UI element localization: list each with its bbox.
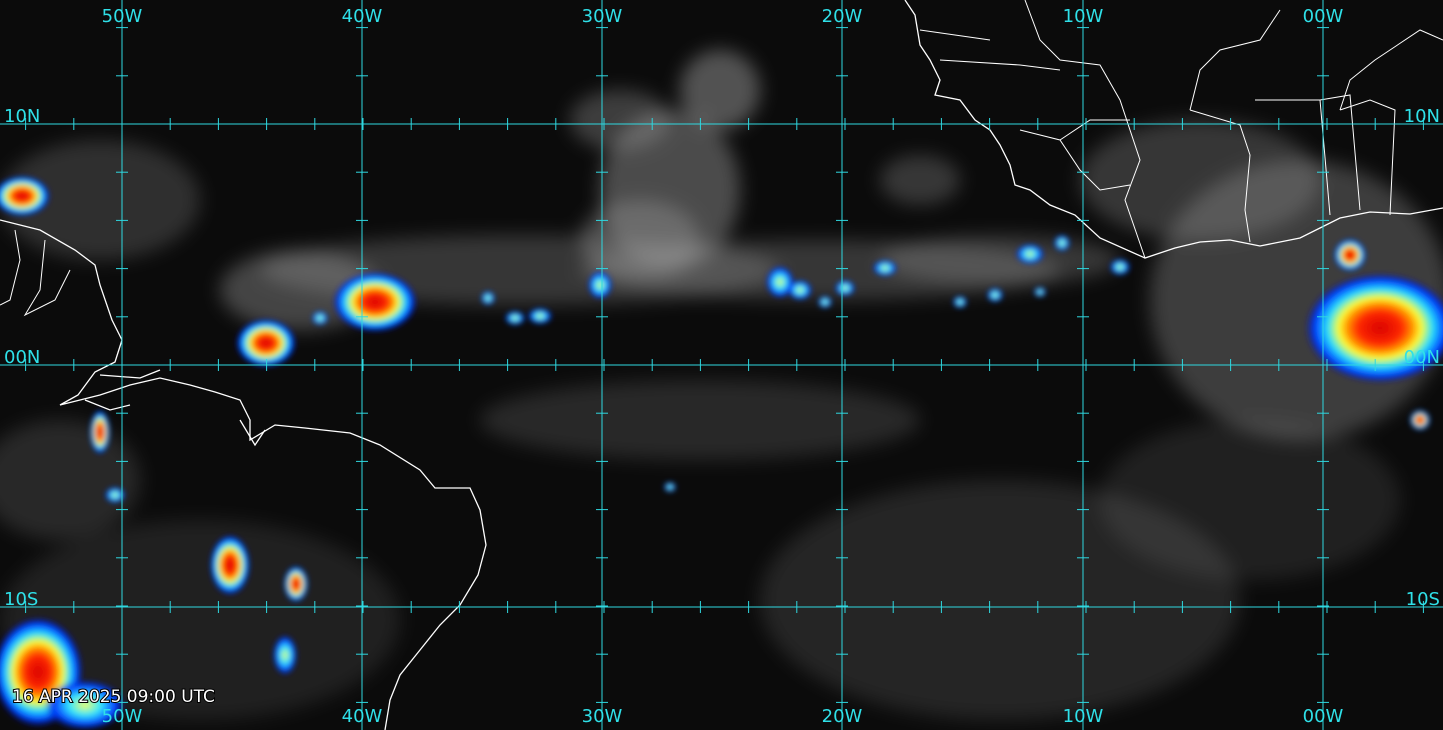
convective-cell bbox=[818, 296, 832, 308]
cloud bbox=[480, 380, 920, 460]
convective-cell bbox=[505, 311, 525, 325]
convective-cell bbox=[333, 272, 417, 332]
convective-cell bbox=[1334, 239, 1366, 271]
lon-label-top: 20W bbox=[822, 6, 863, 27]
cloud-layer bbox=[0, 50, 1443, 720]
convective-cell bbox=[1110, 259, 1130, 275]
lat-label-left: 10N bbox=[4, 106, 40, 127]
south-america-coast bbox=[0, 219, 487, 730]
convective-cell bbox=[788, 280, 812, 300]
amazon-delta bbox=[84, 369, 266, 447]
lon-label-top: 10W bbox=[1063, 6, 1104, 27]
convective-cell bbox=[873, 260, 897, 276]
grid-labels: 50W 40W 30W 20W 10W 00W 50W 40W 30W 20W 10W 00W 10N 0… bbox=[4, 6, 1440, 727]
convective-cell bbox=[273, 635, 297, 675]
convective-cell bbox=[284, 566, 308, 602]
convective-cell bbox=[45, 680, 125, 730]
convective-cell bbox=[312, 311, 328, 325]
convective-cell bbox=[766, 266, 794, 298]
convective-cell bbox=[1034, 287, 1046, 297]
lon-label-top: 50W bbox=[102, 6, 143, 27]
convective-cell bbox=[105, 487, 125, 503]
lon-label-top: 30W bbox=[582, 6, 623, 27]
convective-cell bbox=[1305, 273, 1443, 383]
lon-label-bottom: 00W bbox=[1303, 706, 1344, 727]
convective-cell bbox=[664, 482, 676, 492]
lon-label-top: 00W bbox=[1303, 6, 1344, 27]
convective-cell bbox=[1016, 244, 1044, 264]
lat-label-left: 00N bbox=[4, 347, 40, 368]
cloud bbox=[0, 140, 200, 260]
lat-label-right: 00N bbox=[1404, 347, 1440, 368]
convective-cell bbox=[1054, 235, 1070, 251]
convective-cell bbox=[953, 296, 967, 308]
convective-cell bbox=[481, 291, 495, 305]
convective-cell bbox=[528, 308, 552, 324]
cloud bbox=[680, 50, 760, 130]
convective-cell bbox=[210, 535, 250, 595]
lat-label-right: 10N bbox=[1404, 106, 1440, 127]
convective-cell bbox=[90, 410, 110, 454]
lon-label-bottom: 40W bbox=[342, 706, 383, 727]
timestamp: 16 APR 2025 09:00 UTC bbox=[12, 687, 215, 707]
convective-cell bbox=[0, 176, 50, 216]
convection-layer bbox=[0, 176, 1443, 730]
lat-label-right: 10S bbox=[1406, 589, 1440, 610]
cloud bbox=[880, 235, 1120, 285]
cloud bbox=[570, 90, 670, 150]
lon-label-bottom: 20W bbox=[822, 706, 863, 727]
south-america-borders bbox=[0, 229, 71, 317]
convective-cell bbox=[835, 280, 855, 296]
convective-cell bbox=[236, 319, 296, 367]
lon-label-top: 40W bbox=[342, 6, 383, 27]
africa-coast bbox=[904, 0, 1443, 259]
convective-cell bbox=[1410, 410, 1430, 430]
cloud bbox=[1100, 420, 1400, 580]
cloud bbox=[880, 155, 960, 205]
lon-label-bottom: 30W bbox=[582, 706, 623, 727]
convective-cell bbox=[588, 271, 612, 299]
lon-label-bottom: 10W bbox=[1063, 706, 1104, 727]
lon-label-bottom: 50W bbox=[102, 706, 143, 727]
cloud bbox=[1080, 120, 1320, 240]
cloud bbox=[760, 480, 1240, 720]
africa-borders bbox=[919, 0, 1443, 259]
convective-cell bbox=[987, 288, 1003, 302]
lat-label-left: 10S bbox=[4, 589, 38, 610]
